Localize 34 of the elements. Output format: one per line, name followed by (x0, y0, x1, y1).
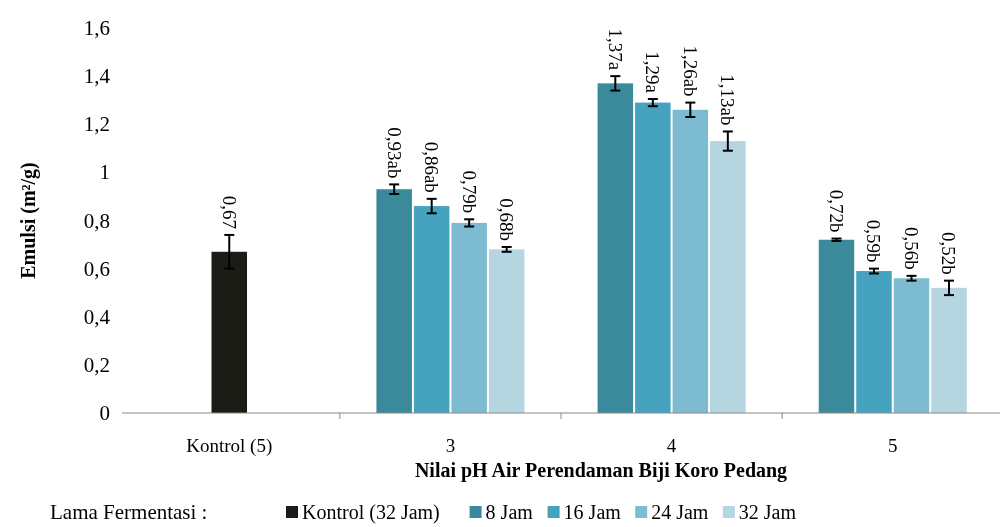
y-tick-label: 0,8 (83, 208, 110, 233)
legend-title: Lama Fermentasi : (50, 500, 208, 524)
data-label: 0,86ab (421, 141, 443, 193)
y-tick-label: 0,2 (83, 352, 110, 377)
x-tick-label: 5 (887, 435, 898, 456)
y-tick-label: 0,4 (83, 304, 111, 329)
data-label: 1,13ab (717, 74, 739, 126)
data-label: 0,67 (218, 195, 240, 229)
data-label: 0,52b (938, 231, 960, 275)
data-label: 1,37a (604, 28, 626, 71)
data-label: 0,93ab (383, 127, 405, 179)
legend-label: 32 Jam (738, 501, 797, 523)
data-label: 0,68b (496, 198, 518, 241)
legend-label: 16 Jam (563, 501, 622, 523)
data-label: 0,59b (863, 219, 885, 263)
data-label: 0,56b (900, 227, 922, 270)
x-tick-label: 3 (445, 435, 456, 456)
y-tick-label: 1,4 (83, 64, 111, 89)
data-label: 1,29a (642, 51, 664, 94)
data-label: 0,72b (825, 189, 847, 233)
data-label: 0,79b (458, 170, 480, 214)
x-tick-label: Kontrol (5) (186, 435, 273, 457)
y-tick-label: 0,6 (83, 256, 110, 281)
y-tick-label: 0 (99, 401, 110, 425)
legend-label: 24 Jam (651, 501, 709, 523)
y-tick-label: 1 (99, 160, 110, 185)
legend-label: Kontrol (32 Jam) (302, 501, 440, 524)
y-tick-label: 1,6 (83, 16, 110, 40)
x-axis-title: Nilai pH Air Perendaman Biji Koro Pedang (414, 459, 788, 482)
y-tick-label: 1,2 (83, 112, 110, 137)
legend-label: 8 Jam (485, 501, 534, 523)
y-axis-title: Emulsi (m²/g) (17, 162, 40, 279)
data-label: 1,26ab (679, 45, 701, 97)
x-tick-label: 4 (666, 435, 677, 456)
